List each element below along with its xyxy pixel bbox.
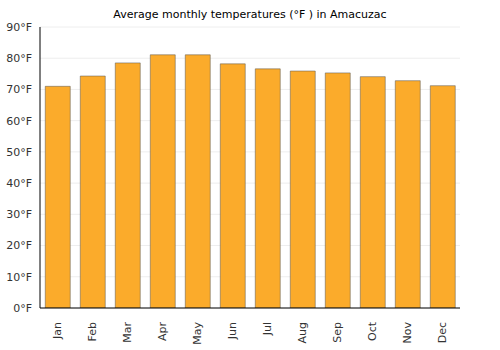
- svg-text:May: May: [191, 322, 204, 345]
- svg-text:20°F: 20°F: [8, 239, 32, 252]
- svg-text:30°F: 30°F: [8, 208, 32, 221]
- svg-text:Dec: Dec: [436, 322, 449, 343]
- svg-text:50°F: 50°F: [8, 146, 32, 159]
- svg-text:Jun: Jun: [226, 322, 239, 340]
- html-text:Average monthly temperatures (: Average monthly temperatures (°F ) in Am…: [113, 8, 387, 21]
- svg-text:Mar: Mar: [121, 322, 134, 343]
- svg-text:Sep: Sep: [331, 322, 344, 343]
- svg-text:Jul: Jul: [261, 322, 274, 336]
- svg-text:70°F: 70°F: [8, 83, 32, 96]
- svg-text:Aug: Aug: [296, 322, 309, 343]
- svg-text:40°F: 40°F: [8, 177, 32, 190]
- svg-text:Apr: Apr: [156, 322, 169, 342]
- svg-text:Jan: Jan: [51, 322, 64, 340]
- svg-text:90°F: 90°F: [8, 21, 32, 34]
- svg-text:0°F: 0°F: [13, 302, 32, 315]
- svg-text:80°F: 80°F: [8, 52, 32, 65]
- svg-text:Nov: Nov: [401, 322, 414, 344]
- svg-text:60°F: 60°F: [8, 115, 32, 128]
- svg-text:Oct: Oct: [366, 321, 379, 341]
- svg-text:Feb: Feb: [86, 322, 99, 341]
- svg-text:10°F: 10°F: [8, 271, 32, 284]
